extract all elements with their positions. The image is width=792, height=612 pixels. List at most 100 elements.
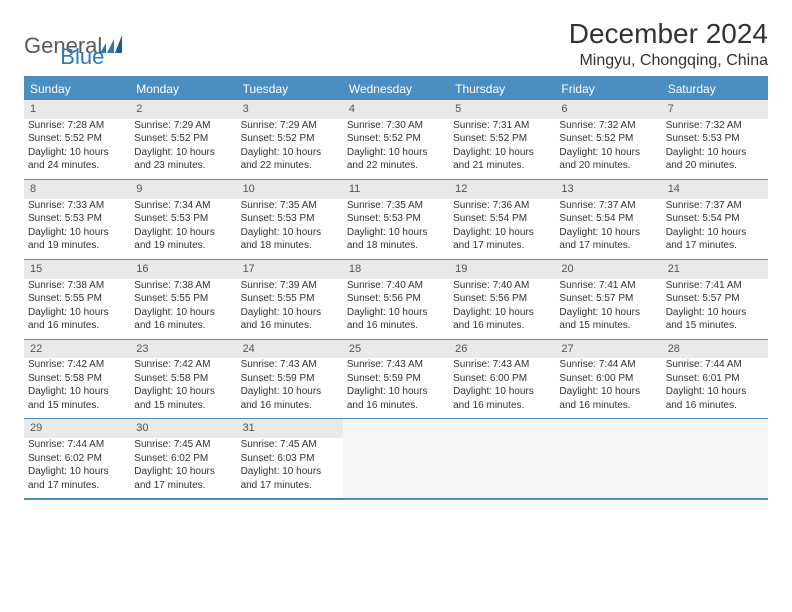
day-number-cell: 8 [24,179,130,198]
sunrise-text: Sunrise: 7:38 AM [134,279,232,293]
sunrise-text: Sunrise: 7:28 AM [28,119,126,133]
sunset-text: Sunset: 6:02 PM [28,452,126,466]
day-number-cell: 22 [24,339,130,358]
daylight-text: Daylight: 10 hours and 16 minutes. [241,306,339,333]
day-content-cell: Sunrise: 7:28 AMSunset: 5:52 PMDaylight:… [24,119,130,180]
sunset-text: Sunset: 5:54 PM [559,212,657,226]
sunrise-text: Sunrise: 7:39 AM [241,279,339,293]
day-number-cell: 29 [24,419,130,438]
sunrise-text: Sunrise: 7:42 AM [134,358,232,372]
sunset-text: Sunset: 5:52 PM [28,132,126,146]
daylight-text: Daylight: 10 hours and 17 minutes. [134,465,232,492]
sunset-text: Sunset: 5:52 PM [559,132,657,146]
sunrise-text: Sunrise: 7:35 AM [347,199,445,213]
sunrise-text: Sunrise: 7:41 AM [559,279,657,293]
day-number-cell: 13 [555,179,661,198]
day-number-cell: 12 [449,179,555,198]
sunrise-text: Sunrise: 7:35 AM [241,199,339,213]
day-content-cell: Sunrise: 7:44 AMSunset: 6:00 PMDaylight:… [555,358,661,419]
day-content-cell: Sunrise: 7:29 AMSunset: 5:52 PMDaylight:… [237,119,343,180]
sunset-text: Sunset: 5:57 PM [666,292,764,306]
daylight-text: Daylight: 10 hours and 16 minutes. [241,385,339,412]
daylight-text: Daylight: 10 hours and 16 minutes. [347,385,445,412]
header: General Blue December 2024 Mingyu, Chong… [24,18,768,70]
day-number-row: 891011121314 [24,179,768,198]
day-number-cell: 18 [343,259,449,278]
sunset-text: Sunset: 5:55 PM [134,292,232,306]
day-content-cell: Sunrise: 7:38 AMSunset: 5:55 PMDaylight:… [130,279,236,340]
day-content-cell: Sunrise: 7:41 AMSunset: 5:57 PMDaylight:… [662,279,768,340]
logo-text-2: Blue [60,44,104,70]
daylight-text: Daylight: 10 hours and 21 minutes. [453,146,551,173]
daylight-text: Daylight: 10 hours and 18 minutes. [347,226,445,253]
daylight-text: Daylight: 10 hours and 16 minutes. [453,306,551,333]
day-number-cell: 1 [24,100,130,119]
weekday-header: Saturday [662,77,768,100]
daylight-text: Daylight: 10 hours and 17 minutes. [666,226,764,253]
day-content-cell: Sunrise: 7:44 AMSunset: 6:01 PMDaylight:… [662,358,768,419]
day-content-cell: Sunrise: 7:32 AMSunset: 5:53 PMDaylight:… [662,119,768,180]
sunset-text: Sunset: 5:52 PM [241,132,339,146]
day-number-cell: 28 [662,339,768,358]
weekday-header: Thursday [449,77,555,100]
sunset-text: Sunset: 5:53 PM [28,212,126,226]
day-number-cell: 26 [449,339,555,358]
day-content-cell: Sunrise: 7:42 AMSunset: 5:58 PMDaylight:… [24,358,130,419]
month-title: December 2024 [569,18,768,50]
day-content-cell: Sunrise: 7:35 AMSunset: 5:53 PMDaylight:… [343,199,449,260]
sunset-text: Sunset: 6:03 PM [241,452,339,466]
day-content-row: Sunrise: 7:42 AMSunset: 5:58 PMDaylight:… [24,358,768,419]
sunrise-text: Sunrise: 7:32 AM [666,119,764,133]
sunset-text: Sunset: 5:52 PM [134,132,232,146]
daylight-text: Daylight: 10 hours and 16 minutes. [347,306,445,333]
weekday-header-row: Sunday Monday Tuesday Wednesday Thursday… [24,77,768,100]
sunset-text: Sunset: 5:52 PM [347,132,445,146]
logo: General Blue [24,22,104,70]
daylight-text: Daylight: 10 hours and 15 minutes. [559,306,657,333]
day-content-cell: Sunrise: 7:40 AMSunset: 5:56 PMDaylight:… [449,279,555,340]
sunrise-text: Sunrise: 7:45 AM [134,438,232,452]
sunset-text: Sunset: 5:55 PM [241,292,339,306]
daylight-text: Daylight: 10 hours and 15 minutes. [134,385,232,412]
day-content-cell [343,438,449,499]
day-content-cell: Sunrise: 7:37 AMSunset: 5:54 PMDaylight:… [555,199,661,260]
day-number-cell: 14 [662,179,768,198]
sunrise-text: Sunrise: 7:36 AM [453,199,551,213]
sunrise-text: Sunrise: 7:38 AM [28,279,126,293]
sunset-text: Sunset: 5:53 PM [134,212,232,226]
day-number-cell: 15 [24,259,130,278]
day-content-cell [449,438,555,499]
sunset-text: Sunset: 5:53 PM [666,132,764,146]
day-number-cell: 21 [662,259,768,278]
weekday-header: Wednesday [343,77,449,100]
day-content-cell: Sunrise: 7:37 AMSunset: 5:54 PMDaylight:… [662,199,768,260]
day-number-cell: 20 [555,259,661,278]
day-number-cell: 9 [130,179,236,198]
sunset-text: Sunset: 5:56 PM [347,292,445,306]
sunset-text: Sunset: 6:00 PM [453,372,551,386]
sunrise-text: Sunrise: 7:33 AM [28,199,126,213]
day-number-cell [343,419,449,438]
day-number-cell: 24 [237,339,343,358]
sunset-text: Sunset: 6:00 PM [559,372,657,386]
day-content-cell: Sunrise: 7:32 AMSunset: 5:52 PMDaylight:… [555,119,661,180]
daylight-text: Daylight: 10 hours and 24 minutes. [28,146,126,173]
day-content-cell: Sunrise: 7:30 AMSunset: 5:52 PMDaylight:… [343,119,449,180]
sunset-text: Sunset: 5:53 PM [347,212,445,226]
weekday-header: Tuesday [237,77,343,100]
weekday-header: Friday [555,77,661,100]
daylight-text: Daylight: 10 hours and 20 minutes. [559,146,657,173]
sunrise-text: Sunrise: 7:29 AM [241,119,339,133]
day-content-cell: Sunrise: 7:31 AMSunset: 5:52 PMDaylight:… [449,119,555,180]
day-content-cell: Sunrise: 7:43 AMSunset: 5:59 PMDaylight:… [237,358,343,419]
day-number-cell [449,419,555,438]
day-content-cell: Sunrise: 7:45 AMSunset: 6:03 PMDaylight:… [237,438,343,499]
day-number-cell: 7 [662,100,768,119]
sunrise-text: Sunrise: 7:40 AM [453,279,551,293]
day-content-cell: Sunrise: 7:43 AMSunset: 6:00 PMDaylight:… [449,358,555,419]
day-number-row: 293031 [24,419,768,438]
weekday-header: Monday [130,77,236,100]
sunrise-text: Sunrise: 7:37 AM [666,199,764,213]
daylight-text: Daylight: 10 hours and 18 minutes. [241,226,339,253]
sunrise-text: Sunrise: 7:43 AM [347,358,445,372]
